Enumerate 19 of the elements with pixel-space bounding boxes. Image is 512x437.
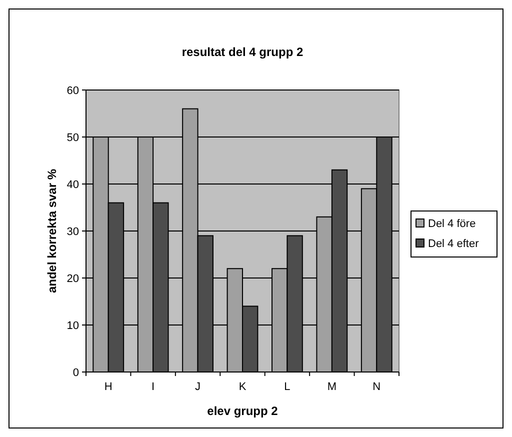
x-tick-label: I (152, 381, 155, 393)
y-tick-label: 10 (66, 320, 79, 332)
x-tick-label: N (372, 381, 381, 393)
y-tick-label: 0 (72, 366, 79, 379)
y-axis-title: andel korrekta svar % (45, 168, 59, 294)
x-tick-label: M (327, 381, 337, 393)
y-tick-label: 40 (66, 178, 79, 191)
y-tick-label: 60 (66, 84, 79, 97)
x-tick-label: K (238, 381, 247, 393)
legend-label: Del 4 efter (428, 238, 480, 250)
x-axis-title: elev grupp 2 (207, 404, 278, 418)
x-tick-label: L (284, 381, 290, 393)
x-tick-label: H (104, 381, 112, 393)
y-tick-label: 30 (66, 226, 79, 238)
legend-label: Del 4 före (428, 218, 476, 230)
chart-title: resultat del 4 grupp 2 (182, 45, 304, 59)
y-tick-label: 50 (66, 132, 79, 144)
y-tick-label: 20 (66, 272, 79, 285)
x-tick-label: J (195, 381, 201, 393)
